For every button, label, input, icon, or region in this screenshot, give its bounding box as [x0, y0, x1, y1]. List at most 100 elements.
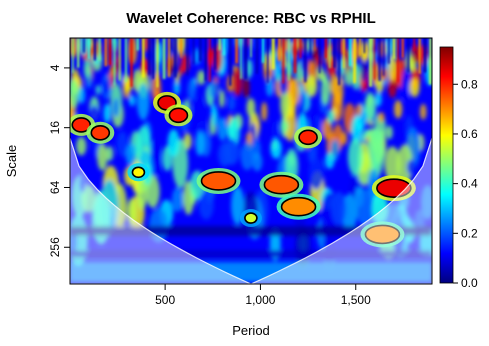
texture-blob [347, 138, 363, 176]
texture-blob [252, 152, 263, 172]
texture-blob [232, 66, 243, 97]
texture-blob [393, 100, 403, 119]
fine-scale-stripe [329, 38, 331, 69]
texture-blob [195, 131, 205, 156]
fine-scale-stripe [168, 38, 171, 77]
fine-scale-stripe [118, 38, 121, 81]
texture-blob [167, 129, 180, 157]
fine-scale-stripe [382, 38, 385, 76]
fine-scale-stripe [240, 38, 242, 80]
fine-scale-stripe [148, 38, 151, 75]
texture-blob [78, 171, 87, 193]
fine-scale-stripe [293, 38, 297, 74]
fine-scale-stripe [387, 38, 390, 64]
texture-blob [154, 41, 163, 64]
fine-scale-stripe [255, 38, 259, 74]
texture-blob [345, 68, 353, 87]
fine-scale-stripe [304, 38, 307, 83]
texture-blob [419, 103, 427, 120]
texture-blob [351, 115, 363, 145]
cone-of-influence [70, 137, 432, 284]
texture-blob [217, 117, 228, 141]
texture-blob [332, 77, 344, 106]
texture-blob [364, 91, 376, 120]
fine-scale-stripe [93, 38, 97, 61]
texture-blob [136, 176, 148, 210]
fine-scale-stripe [87, 38, 91, 60]
fine-scale-stripe [271, 38, 275, 70]
texture-blob [171, 187, 184, 212]
fine-scale-stripe [83, 38, 85, 53]
texture-blob [187, 78, 197, 101]
texture-blob [76, 136, 87, 156]
fine-scale-stripe [338, 38, 341, 86]
texture-blob [371, 192, 389, 223]
colorbar-tick-label: 0.0 [461, 276, 478, 290]
fine-scale-stripe [261, 38, 265, 63]
fine-scale-stripe [401, 38, 404, 58]
texture-blob [279, 75, 288, 95]
fine-scale-stripe [299, 38, 302, 59]
fine-scale-stripe [359, 38, 361, 56]
texture-blob [406, 159, 416, 176]
texture-blob [83, 59, 91, 78]
fine-scale-stripe [429, 38, 432, 85]
fine-scale-stripe [136, 38, 139, 51]
texture-blob [396, 144, 413, 186]
texture-blob [384, 146, 401, 183]
significant-region [131, 166, 146, 179]
fine-scale-stripe [77, 38, 80, 68]
texture-blob [378, 112, 385, 123]
x-axis: 500 1,000 1,500 [155, 284, 371, 307]
significant-region [71, 117, 92, 133]
texture-blob [103, 79, 110, 95]
fine-scale-stripe [130, 38, 133, 87]
significant-region [200, 171, 237, 191]
fine-scale-stripe [348, 38, 352, 67]
texture-blob [78, 86, 86, 104]
fine-scale-stripe [324, 38, 328, 59]
significant-region [364, 224, 401, 245]
texture-blob [219, 89, 225, 108]
fine-scale-stripe [235, 38, 239, 64]
texture-blob [246, 98, 256, 118]
texture-blob [106, 146, 114, 162]
texture-blob [261, 102, 268, 122]
texture-blob [325, 152, 335, 169]
fine-scale-stripe [397, 38, 399, 83]
low-coherence-band [70, 226, 432, 236]
fine-scale-stripe [369, 38, 373, 87]
texture-blob [227, 123, 236, 139]
texture-blob [299, 92, 307, 115]
texture-blob [326, 109, 335, 124]
texture-blob [70, 38, 78, 57]
texture-blob [112, 98, 120, 118]
texture-blob [178, 65, 184, 77]
texture-blob [128, 94, 136, 107]
texture-blob [409, 77, 420, 98]
fine-scale-stripe [208, 38, 211, 82]
texture-blob [360, 60, 368, 83]
fine-scale-stripe [244, 38, 248, 80]
texture-blob [280, 89, 291, 120]
coherence-heatmap [70, 38, 432, 284]
fine-scale-stripe [108, 38, 112, 66]
colorbar-tick-label: 0.2 [461, 226, 478, 240]
texture-blob [270, 138, 282, 159]
texture-blob [127, 198, 137, 226]
texture-blob [421, 184, 432, 220]
texture-blob [271, 120, 279, 141]
texture-blob [316, 67, 325, 81]
fine-scale-stripe [333, 38, 336, 68]
texture-blob [305, 75, 318, 98]
fine-scale-stripe [113, 38, 116, 86]
texture-blob [197, 70, 206, 85]
texture-blob [322, 228, 336, 270]
y-axis: 4 16 64 256 [48, 64, 70, 257]
fine-scale-stripe [173, 38, 177, 78]
texture-blob [97, 143, 108, 171]
texture-blob [125, 143, 137, 167]
fine-scale-stripe [125, 38, 127, 82]
fine-scale-stripe [407, 38, 410, 73]
fine-scale-stripe [373, 38, 375, 80]
